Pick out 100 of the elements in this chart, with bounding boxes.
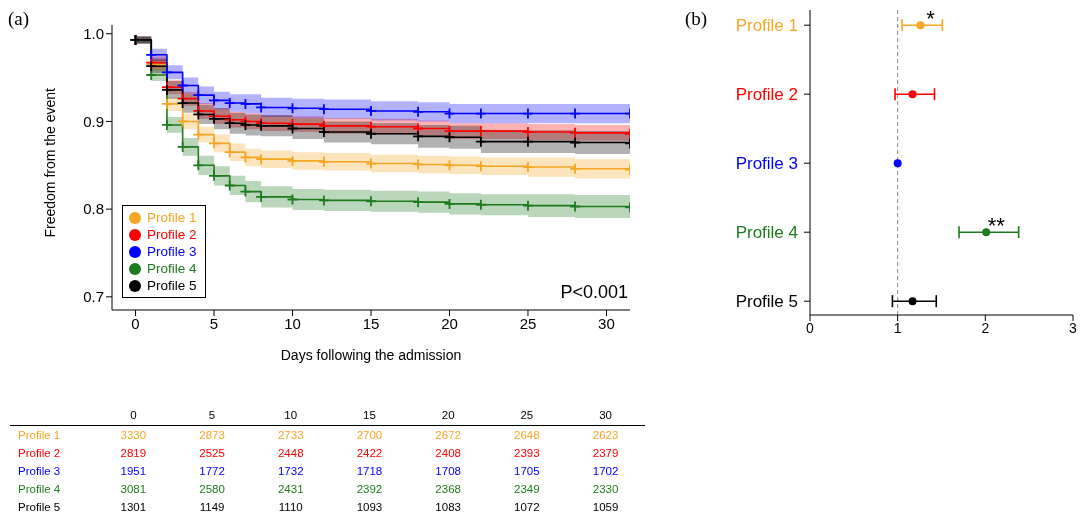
annotation: P<0.001 bbox=[560, 282, 628, 303]
y-tick-label: Profile 2 bbox=[17, 445, 62, 461]
data-label: 3330 bbox=[119, 427, 148, 443]
data-label: 2648 bbox=[513, 427, 541, 443]
point bbox=[365, 127, 377, 140]
point bbox=[893, 159, 902, 168]
legend-label: Profile 5 bbox=[147, 278, 197, 293]
point bbox=[161, 98, 173, 110]
point bbox=[223, 97, 236, 109]
data-label: 2700 bbox=[355, 427, 384, 443]
point bbox=[443, 131, 456, 144]
point bbox=[412, 196, 424, 209]
data-label: 1149 bbox=[198, 499, 226, 515]
y-tick-label: Profile 3 bbox=[735, 154, 798, 174]
legend-label: Profile 1 bbox=[147, 210, 197, 225]
x-tick-label: 5 bbox=[207, 408, 217, 423]
point bbox=[286, 193, 299, 206]
y-tick-label: Profile 2 bbox=[735, 85, 798, 105]
point bbox=[412, 158, 424, 171]
data-label: 2408 bbox=[434, 445, 462, 461]
point bbox=[916, 21, 925, 30]
point bbox=[474, 107, 487, 120]
point bbox=[192, 89, 205, 102]
point bbox=[365, 195, 377, 208]
x-axis-title: Days following the admission bbox=[280, 347, 462, 363]
point bbox=[318, 103, 330, 116]
x-tick-label: 5 bbox=[209, 314, 219, 332]
point bbox=[176, 115, 189, 128]
chart-title: (a) bbox=[8, 8, 30, 30]
point bbox=[474, 198, 487, 211]
y-tick-label: Profile 1 bbox=[735, 16, 798, 36]
point bbox=[223, 117, 236, 130]
data-label: 2672 bbox=[434, 427, 462, 443]
point bbox=[365, 105, 377, 117]
y-axis-title: Freedom from the event bbox=[41, 87, 58, 238]
y-tick-label: Profile 5 bbox=[17, 499, 62, 515]
x-tick-label: 10 bbox=[284, 314, 301, 332]
point bbox=[569, 126, 581, 139]
annotation: ** bbox=[987, 213, 1006, 239]
point bbox=[208, 94, 220, 107]
data-label: 1083 bbox=[434, 499, 462, 515]
y-tick-label: Profile 5 bbox=[735, 292, 798, 312]
y-tick-label: Profile 4 bbox=[735, 223, 798, 243]
point bbox=[208, 169, 220, 182]
y-tick-label: 1.0 bbox=[83, 25, 104, 43]
data-label: 2349 bbox=[513, 481, 541, 497]
x-tick-label: 0 bbox=[806, 319, 815, 336]
point bbox=[443, 159, 456, 172]
data-label: 2623 bbox=[591, 427, 620, 443]
point bbox=[908, 297, 917, 306]
point bbox=[318, 126, 330, 138]
point bbox=[982, 228, 991, 237]
point bbox=[239, 151, 252, 164]
data-label: 2422 bbox=[355, 445, 384, 461]
point bbox=[161, 119, 173, 131]
point bbox=[522, 107, 534, 120]
point bbox=[239, 98, 252, 110]
point bbox=[569, 200, 581, 213]
point bbox=[569, 107, 581, 120]
x-tick-label: 30 bbox=[598, 408, 613, 423]
x-tick-label: 2 bbox=[981, 319, 990, 336]
point bbox=[569, 136, 581, 149]
data-label: 2873 bbox=[198, 427, 226, 443]
data-label: 3081 bbox=[119, 481, 148, 497]
y-tick-label: 0.8 bbox=[83, 200, 104, 218]
data-label: 1708 bbox=[434, 463, 462, 479]
x-tick-label: 25 bbox=[519, 408, 535, 423]
legend-label: Profile 2 bbox=[147, 227, 197, 242]
point bbox=[255, 101, 268, 114]
y-tick-label: Profile 4 bbox=[17, 481, 62, 497]
data-label: 1705 bbox=[513, 463, 541, 479]
data-label: 2330 bbox=[591, 481, 620, 497]
point bbox=[412, 105, 424, 118]
point bbox=[522, 161, 534, 173]
data-label: 1059 bbox=[591, 499, 620, 515]
point bbox=[522, 199, 534, 212]
data-label: 1718 bbox=[355, 463, 384, 479]
data-label: 2819 bbox=[119, 445, 148, 461]
point bbox=[412, 130, 424, 143]
x-tick-label: 3 bbox=[1069, 319, 1078, 336]
point bbox=[474, 135, 487, 148]
data-label: 2393 bbox=[513, 445, 541, 461]
chart-title: (b) bbox=[685, 8, 708, 30]
x-tick-label: 10 bbox=[283, 408, 299, 423]
point bbox=[365, 157, 377, 170]
point bbox=[474, 160, 487, 173]
point bbox=[908, 90, 917, 99]
x-tick-label: 1 bbox=[893, 319, 902, 336]
data-label: 2733 bbox=[276, 427, 305, 443]
x-tick-label: 15 bbox=[362, 408, 377, 423]
data-label: 1072 bbox=[513, 499, 541, 515]
point bbox=[443, 107, 456, 120]
data-label: 2392 bbox=[355, 481, 384, 497]
data-label: 1732 bbox=[276, 463, 305, 479]
point bbox=[176, 79, 189, 92]
annotation: * bbox=[926, 6, 936, 32]
y-tick-label: 0.9 bbox=[83, 112, 104, 130]
point bbox=[318, 155, 330, 168]
point bbox=[286, 122, 299, 135]
point bbox=[192, 159, 205, 172]
